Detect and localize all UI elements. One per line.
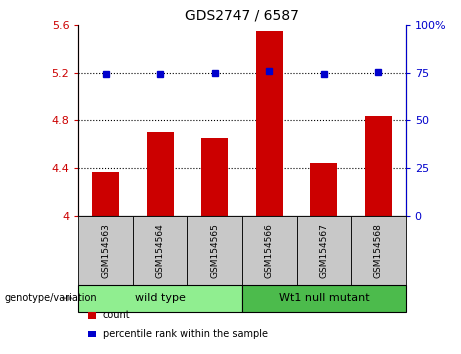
- Text: wild type: wild type: [135, 293, 186, 303]
- Text: count: count: [103, 310, 130, 320]
- Text: GSM154564: GSM154564: [156, 223, 165, 278]
- Text: GSM154568: GSM154568: [374, 223, 383, 278]
- Text: GSM154565: GSM154565: [210, 223, 219, 278]
- Bar: [92, 172, 119, 216]
- Bar: [201, 138, 228, 216]
- Text: genotype/variation: genotype/variation: [5, 293, 97, 303]
- Text: Wt1 null mutant: Wt1 null mutant: [278, 293, 369, 303]
- Text: GSM154563: GSM154563: [101, 223, 110, 278]
- Bar: [365, 115, 392, 216]
- Bar: [256, 31, 283, 216]
- Title: GDS2747 / 6587: GDS2747 / 6587: [185, 8, 299, 22]
- Text: GSM154567: GSM154567: [319, 223, 328, 278]
- Text: percentile rank within the sample: percentile rank within the sample: [103, 329, 268, 339]
- Bar: [310, 163, 337, 216]
- Bar: [147, 132, 174, 216]
- Text: GSM154566: GSM154566: [265, 223, 274, 278]
